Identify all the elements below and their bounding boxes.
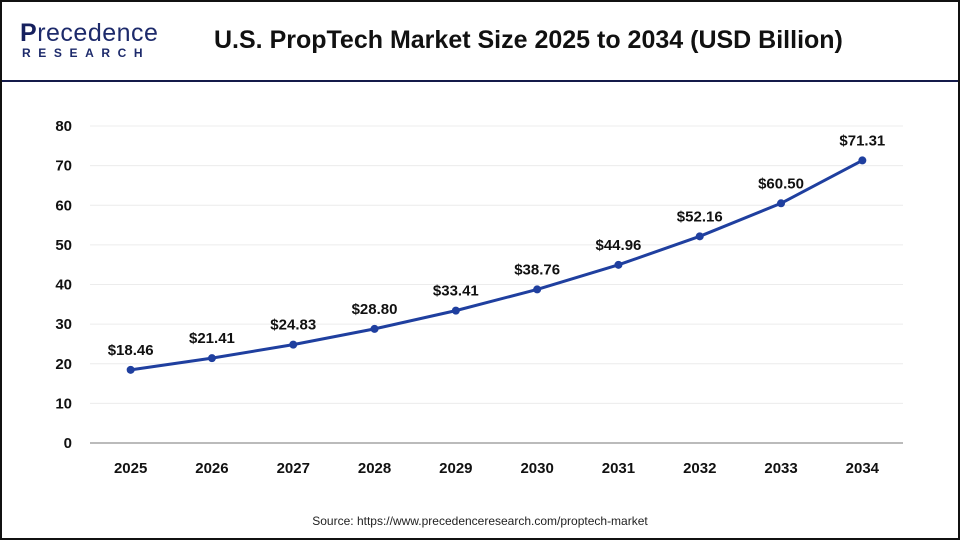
y-tick-label: 50 (55, 237, 72, 254)
data-label: $38.76 (514, 261, 560, 278)
data-point (451, 306, 460, 315)
x-tick-label: 2027 (277, 460, 310, 477)
x-tick-label: 2030 (520, 460, 553, 477)
x-tick-label: 2028 (358, 460, 391, 477)
data-label: $44.96 (596, 237, 642, 254)
y-tick-label: 40 (55, 277, 72, 294)
data-label: $52.16 (677, 208, 723, 225)
data-label: $24.83 (270, 317, 316, 334)
logo-initial: P (20, 19, 38, 47)
x-tick-label: 2032 (683, 460, 716, 477)
data-label: $71.31 (839, 132, 885, 149)
data-label: $33.41 (433, 283, 479, 300)
y-tick-label: 20 (55, 356, 72, 373)
y-tick-label: 0 (64, 435, 72, 452)
x-tick-label: 2029 (439, 460, 472, 477)
data-point (858, 156, 867, 165)
x-tick-label: 2033 (764, 460, 797, 477)
logo-text-bottom: RESEARCH (22, 46, 160, 60)
x-tick-label: 2025 (114, 460, 147, 477)
y-tick-label: 70 (55, 158, 72, 175)
data-point (777, 199, 786, 208)
header: Precedence RESEARCH U.S. PropTech Market… (2, 2, 958, 82)
data-label: $28.80 (352, 301, 398, 318)
data-point (614, 260, 623, 269)
series-line (130, 159, 864, 372)
logo-text-top: recedence (37, 19, 159, 47)
data-label: $21.41 (189, 330, 235, 347)
x-tick-label: 2026 (195, 460, 228, 477)
chart-title: U.S. PropTech Market Size 2025 to 2034 (… (214, 26, 843, 54)
logo-research: RESEARCH (22, 46, 151, 60)
data-label: $60.50 (758, 175, 804, 192)
x-tick-label: 2031 (602, 460, 635, 477)
y-tick-label: 10 (55, 395, 72, 412)
source-note: Source: https://www.precedenceresearch.c… (312, 514, 648, 528)
precedence-research-logo: Precedence RESEARCH (20, 20, 160, 64)
data-point (370, 324, 379, 333)
data-point (207, 354, 216, 363)
data-point (695, 232, 704, 241)
data-point (289, 340, 298, 349)
y-tick-label: 80 (55, 118, 72, 135)
data-point (533, 285, 542, 294)
y-tick-label: 60 (55, 197, 72, 214)
data-label: $18.46 (108, 342, 154, 359)
x-tick-label: 2034 (846, 460, 880, 477)
y-tick-label: 30 (55, 316, 72, 333)
data-point (126, 365, 135, 374)
